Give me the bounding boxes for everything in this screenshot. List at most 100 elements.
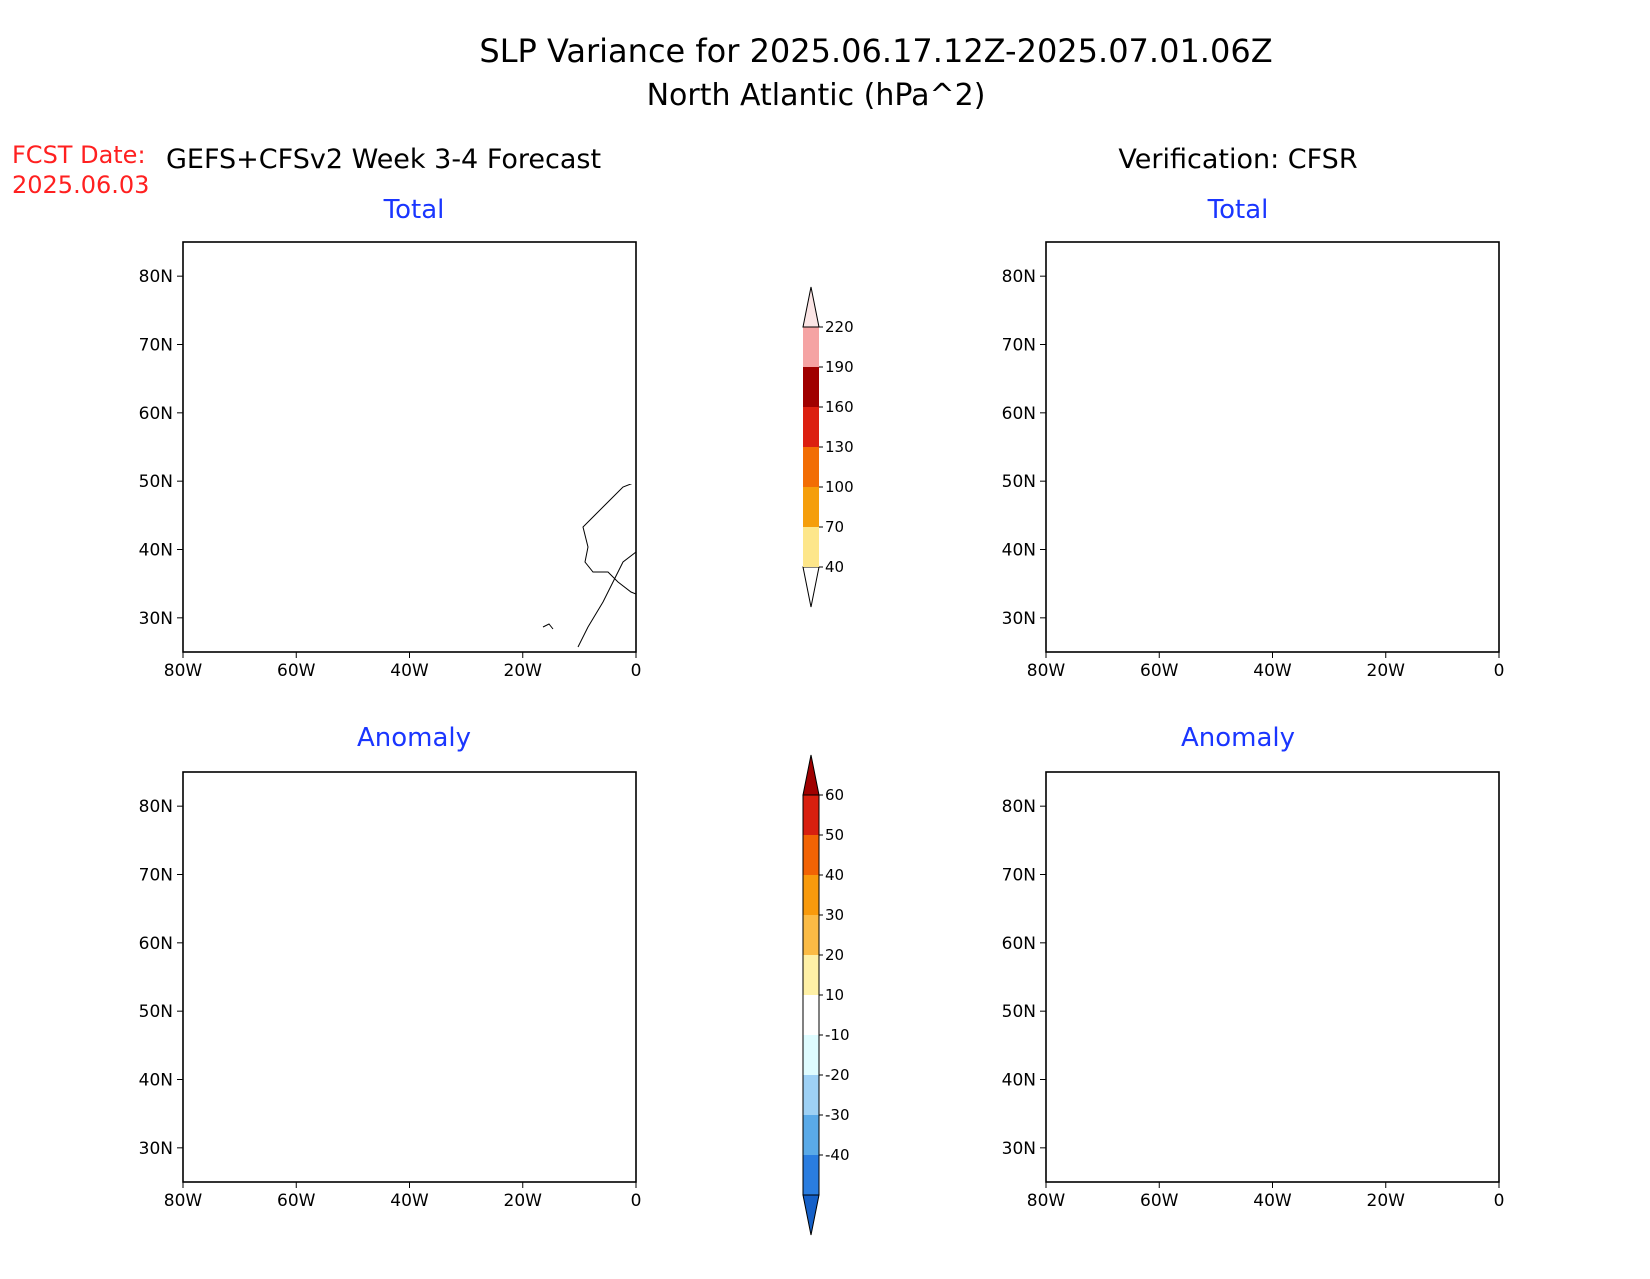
colorbar-anomaly-segment (803, 1155, 819, 1195)
verification-anomaly-shade-yellow-top (1216, 818, 1236, 823)
lat-tick-label: 30N (139, 609, 173, 629)
colorbar-anomaly-label: -20 (825, 1066, 850, 1084)
lat-tick-label: 70N (1002, 866, 1036, 886)
colorbar-total-label: 70 (825, 518, 844, 536)
colorbar-anomaly-label: 20 (825, 946, 844, 964)
verification-anomaly-shade-lightorange-east (1381, 867, 1499, 950)
verification-total-shade-band (1046, 327, 1499, 520)
colorbar-anomaly-segment (803, 835, 819, 875)
verification-anomaly-shade-red-east (1431, 892, 1499, 929)
lat-tick-label: 40N (139, 541, 173, 561)
lat-tick-label: 40N (139, 1071, 173, 1091)
colorbar-anomaly-segment (803, 1035, 819, 1075)
verification-anomaly-shade-yellow-a (1066, 954, 1151, 982)
lat-tick-label: 80N (1002, 797, 1036, 817)
verification-anomaly-shade-yellow-c (1271, 956, 1311, 974)
lon-tick-label: 20W (1367, 1191, 1406, 1211)
forecast-anomaly-title: Anomaly (357, 723, 471, 753)
verification-anomaly-shade-orange-east (1391, 877, 1499, 942)
lon-tick-label: 80W (1027, 661, 1066, 681)
lat-tick-label: 50N (1002, 472, 1036, 492)
fcst-date-label: FCST Date: (12, 141, 146, 169)
verification-anomaly-map: 80N 70N 60N 50N 40N 30N 80W 60W 40W 20W 0 (1002, 771, 1505, 1211)
verification-total-title: Total (1207, 195, 1269, 225)
verification-total-map: 80N 70N 60N 50N 40N 30N 80W 60W 40W 20W 0 (1002, 241, 1504, 681)
lon-tick-label: 0 (631, 661, 642, 681)
colorbar-total: 40 70 100 130 160 190 220 (802, 286, 854, 608)
colorbar-total-segment (803, 407, 819, 447)
verification-column-title: Verification: CFSR (1118, 144, 1357, 175)
lat-tick-label: 80N (1002, 267, 1036, 287)
forecast-anomaly-map: 80N 70N 60N 50N 40N 30N 80W 60W 40W 20W 0 (139, 771, 641, 1211)
lat-tick-label: 60N (139, 934, 173, 954)
colorbar-anomaly-segment (803, 1115, 819, 1155)
forecast-total-frame (182, 241, 637, 653)
lat-tick-label: 30N (1002, 609, 1036, 629)
lon-tick-label: 60W (277, 661, 316, 681)
verification-anomaly-shade-lightblue-west (1046, 827, 1206, 942)
colorbar-anomaly-label: -30 (825, 1106, 850, 1124)
lat-tick-label: 50N (139, 472, 173, 492)
colorbar-anomaly-segment (803, 875, 819, 915)
colorbar-anomaly-label: 40 (825, 866, 844, 884)
lon-tick-label: 20W (504, 1191, 543, 1211)
colorbar-total-label: 130 (825, 438, 854, 456)
colorbar-anomaly-segment (803, 955, 819, 995)
forecast-anomaly-lon-labels: 80W 60W 40W 20W 0 (164, 1182, 641, 1211)
lon-tick-label: 80W (1027, 1191, 1066, 1211)
verification-total-shade-orange (1381, 346, 1499, 427)
verification-anomaly-lat-labels: 80N 70N 60N 50N 40N 30N (1002, 797, 1046, 1159)
colorbar-total-label: 160 (825, 398, 854, 416)
colorbar-total-label: 40 (825, 558, 844, 576)
colorbar-anomaly-top-tip (802, 754, 820, 796)
forecast-total-shade-band (183, 370, 608, 507)
lon-tick-label: 40W (1253, 661, 1292, 681)
lon-tick-label: 20W (504, 661, 543, 681)
lon-tick-label: 80W (164, 1191, 203, 1211)
colorbar-total-segment (803, 447, 819, 487)
colorbar-anomaly-label: -10 (825, 1026, 850, 1044)
colorbar-anomaly-segment (803, 915, 819, 955)
lon-tick-label: 60W (1140, 1191, 1179, 1211)
lon-tick-label: 0 (1494, 1191, 1505, 1211)
verification-anomaly-shade-yellow-d (1081, 1007, 1171, 1047)
colorbar-anomaly-label: 10 (825, 986, 844, 1004)
colorbar-anomaly-label: 50 (825, 826, 844, 844)
lat-tick-label: 70N (139, 866, 173, 886)
lat-tick-label: 60N (1002, 404, 1036, 424)
lat-tick-label: 50N (1002, 1002, 1036, 1022)
colorbar-total-segment (803, 327, 819, 367)
lat-tick-label: 30N (139, 1139, 173, 1159)
verification-anomaly-shade-lightblue-small (1256, 1015, 1286, 1029)
forecast-total-lon-labels: 80W 60W 40W 20W 0 (164, 652, 642, 681)
lat-tick-label: 70N (1002, 336, 1036, 356)
colorbar-anomaly-label: 30 (825, 906, 844, 924)
lat-tick-label: 30N (1002, 1139, 1036, 1159)
verification-total-frame (1045, 241, 1500, 653)
lat-tick-label: 40N (1002, 1071, 1036, 1091)
lat-tick-label: 80N (139, 797, 173, 817)
verification-anomaly-shade-lightblue-center (1211, 840, 1331, 912)
colorbar-anomaly-label: 60 (825, 786, 844, 804)
colorbar-anomaly-bottom-tip (802, 1194, 820, 1236)
verification-anomaly-shade-lightblue-east (1358, 972, 1491, 1027)
verification-total-shade-hole (1131, 457, 1171, 470)
forecast-total-shade-greenland (373, 300, 431, 342)
lat-tick-label: 70N (139, 336, 173, 356)
forecast-column-title: GEFS+CFSv2 Week 3-4 Forecast (166, 144, 601, 175)
lat-tick-label: 50N (139, 1002, 173, 1022)
fcst-date-value: 2025.06.03 (12, 171, 149, 199)
forecast-total-lat-labels: 80N 70N 60N 50N 40N 30N (139, 267, 183, 629)
verification-anomaly-shade-yellow-east (1366, 850, 1499, 962)
lon-tick-label: 20W (1367, 661, 1406, 681)
figure-subtitle: North Atlantic (hPa^2) (647, 78, 986, 113)
lon-tick-label: 40W (1253, 1191, 1292, 1211)
verification-anomaly-shade-darkred-east (1448, 898, 1499, 924)
colorbar-anomaly-segment (803, 995, 819, 1035)
colorbar-total-segment (803, 487, 819, 527)
colorbar-anomaly: 60 50 40 30 20 10 -10 -20 -30 -40 (802, 754, 850, 1236)
forecast-anomaly-shade-west (183, 957, 248, 1004)
forecast-anomaly-frame (182, 771, 637, 1183)
lon-tick-label: 40W (390, 661, 429, 681)
